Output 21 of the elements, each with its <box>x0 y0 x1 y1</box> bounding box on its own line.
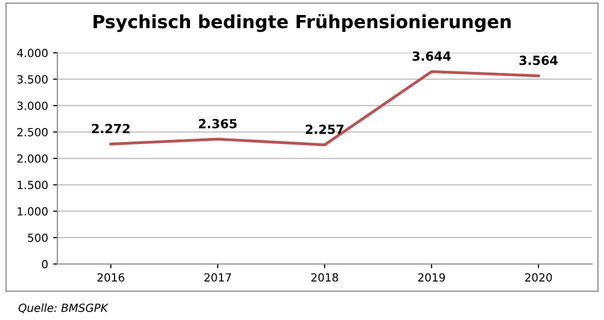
x-tick-label: 2018 <box>311 273 338 282</box>
x-tick-label: 2020 <box>525 273 552 282</box>
y-tick-label: 3.000 <box>17 102 48 110</box>
y-tick-label: 1.500 <box>18 180 48 190</box>
x-tick-label: 2019 <box>418 273 445 282</box>
data-label: 3.644 <box>412 51 451 61</box>
source-note: Quelle: BMSGPK <box>18 303 109 314</box>
y-tick-label: 1.000 <box>18 207 48 216</box>
data-label: 3.564 <box>520 56 558 66</box>
data-label: 2.365 <box>198 118 237 128</box>
y-tick-label: 4.000 <box>17 48 48 58</box>
chart-title: Psychisch bedingte Frühpensionierungen <box>94 14 511 32</box>
y-tick-label: 500 <box>28 234 48 242</box>
y-tick-label: 3.500 <box>17 75 48 84</box>
data-label: 2.257 <box>306 124 344 134</box>
y-tick-label: 0 <box>42 260 48 268</box>
y-tick-label: 2.000 <box>17 154 48 163</box>
x-tick-label: 2017 <box>204 273 231 282</box>
y-tick-label: 2.500 <box>17 128 48 136</box>
data-label: 2.272 <box>92 124 130 134</box>
x-tick-label: 2016 <box>98 273 124 282</box>
